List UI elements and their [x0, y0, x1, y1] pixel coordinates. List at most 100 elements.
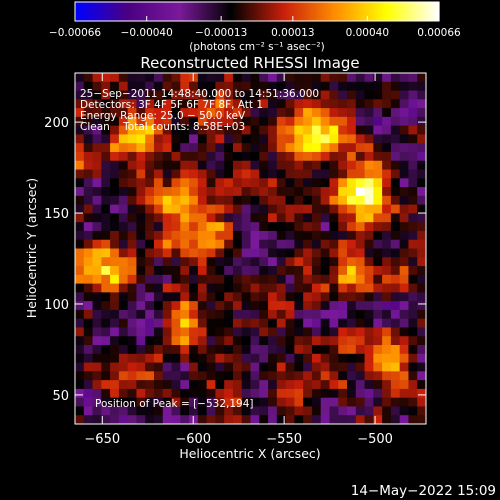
heatmap-cell — [189, 230, 199, 241]
heatmap-cell — [118, 81, 129, 92]
heatmap-cell — [197, 90, 208, 100]
heatmap-cell — [180, 397, 190, 407]
heatmap-cell — [127, 134, 137, 144]
colorbar-cell — [193, 2, 196, 21]
heatmap-cell — [232, 230, 243, 241]
heatmap-cell — [75, 125, 85, 135]
heatmap-cell — [162, 222, 173, 232]
heatmap-cell — [153, 336, 164, 346]
heatmap-cell — [232, 301, 243, 311]
colorbar-tick-label: 0.00013 — [271, 27, 314, 39]
heatmap-cell — [83, 178, 94, 188]
heatmap-cell — [294, 362, 304, 372]
heatmap-cell — [373, 292, 383, 302]
heatmap-cell — [197, 371, 208, 381]
heatmap-cell — [399, 125, 409, 135]
heatmap-cell — [364, 353, 374, 364]
colorbar-cell — [205, 2, 208, 21]
heatmap-cell — [215, 169, 225, 179]
heatmap-cell — [197, 353, 208, 364]
heatmap-cell — [364, 187, 374, 197]
heatmap-cell — [189, 187, 199, 197]
heatmap-cell — [311, 151, 322, 162]
heatmap-cell — [180, 230, 190, 241]
colorbar-cell — [409, 2, 412, 21]
heatmap-cell — [162, 257, 173, 267]
colorbar-cell — [137, 2, 140, 21]
heatmap-cell — [338, 204, 348, 214]
heatmap-cell — [364, 160, 374, 171]
heatmap-cell — [110, 178, 120, 188]
heatmap-cell — [127, 187, 137, 197]
colorbar-cell — [149, 2, 152, 21]
heatmap-cell — [294, 160, 304, 171]
heatmap-cell — [189, 143, 199, 153]
colorbar-cell — [141, 2, 144, 21]
heatmap-cell — [110, 213, 120, 223]
heatmap-cell — [162, 309, 173, 320]
heatmap-cell — [197, 99, 208, 109]
x-tick-label: −650 — [84, 432, 120, 447]
heatmap-cell — [294, 204, 304, 214]
heatmap-cell — [285, 160, 295, 171]
heatmap-cell — [83, 318, 94, 328]
heatmap-cell — [408, 266, 418, 276]
heatmap-cell — [285, 81, 295, 92]
heatmap-cell — [285, 353, 295, 364]
heatmap-cell — [311, 345, 322, 355]
heatmap-cell — [417, 292, 426, 302]
heatmap-cell — [285, 318, 295, 328]
heatmap-cell — [232, 108, 243, 118]
heatmap-cell — [215, 178, 225, 188]
heatmap-cell — [101, 125, 111, 135]
colorbar-cell — [277, 2, 280, 21]
colorbar-cell — [343, 2, 346, 21]
heatmap-cell — [268, 169, 278, 179]
heatmap-cell — [180, 134, 190, 144]
colorbar-cell — [203, 2, 206, 21]
heatmap-cell — [153, 81, 164, 92]
heatmap-cell — [189, 388, 199, 399]
heatmap-cell — [364, 362, 374, 372]
heatmap-cell — [259, 388, 269, 399]
heatmap-cell — [75, 108, 85, 118]
heatmap-cell — [197, 248, 208, 258]
heatmap-cell — [338, 345, 348, 355]
heatmap-cell — [92, 380, 102, 390]
heatmap-cell — [285, 73, 295, 83]
heatmap-cell — [206, 125, 216, 135]
heatmap-cell — [250, 327, 260, 337]
heatmap-cell — [241, 406, 251, 416]
heatmap-cell — [118, 266, 129, 276]
colorbar-cell — [281, 2, 284, 21]
heatmap-cell — [136, 397, 146, 407]
heatmap-cell — [259, 397, 269, 407]
colorbar-cell — [381, 2, 384, 21]
peak-position-annotation: Position of Peak = [−532,194] — [95, 398, 254, 410]
heatmap-cell — [145, 353, 155, 364]
heatmap-cell — [136, 204, 146, 214]
colorbar-cell — [231, 2, 234, 21]
heatmap-cell — [382, 239, 392, 249]
heatmap-cell — [250, 230, 260, 241]
heatmap-cell — [171, 362, 181, 372]
heatmap-cell — [311, 125, 322, 135]
colorbar-tick-label: 0.00040 — [346, 27, 389, 39]
heatmap-cell — [118, 99, 129, 109]
heatmap-cell — [276, 266, 287, 276]
heatmap-cell — [417, 125, 426, 135]
heatmap-cell — [232, 99, 243, 109]
heatmap-cell — [347, 73, 357, 83]
heatmap-cell — [355, 380, 366, 390]
heatmap-cell — [347, 204, 357, 214]
heatmap-cell — [110, 292, 120, 302]
heatmap-cell — [364, 143, 374, 153]
heatmap-cell — [162, 151, 173, 162]
energy-range-annotation: Energy Range: 25.0 − 50.0 keV — [80, 110, 246, 122]
heatmap-cell — [232, 257, 243, 267]
heatmap-cell — [285, 90, 295, 100]
heatmap-cell — [162, 371, 173, 381]
colorbar-cell — [255, 2, 258, 21]
heatmap-cell — [338, 371, 348, 381]
heatmap-cell — [101, 204, 111, 214]
